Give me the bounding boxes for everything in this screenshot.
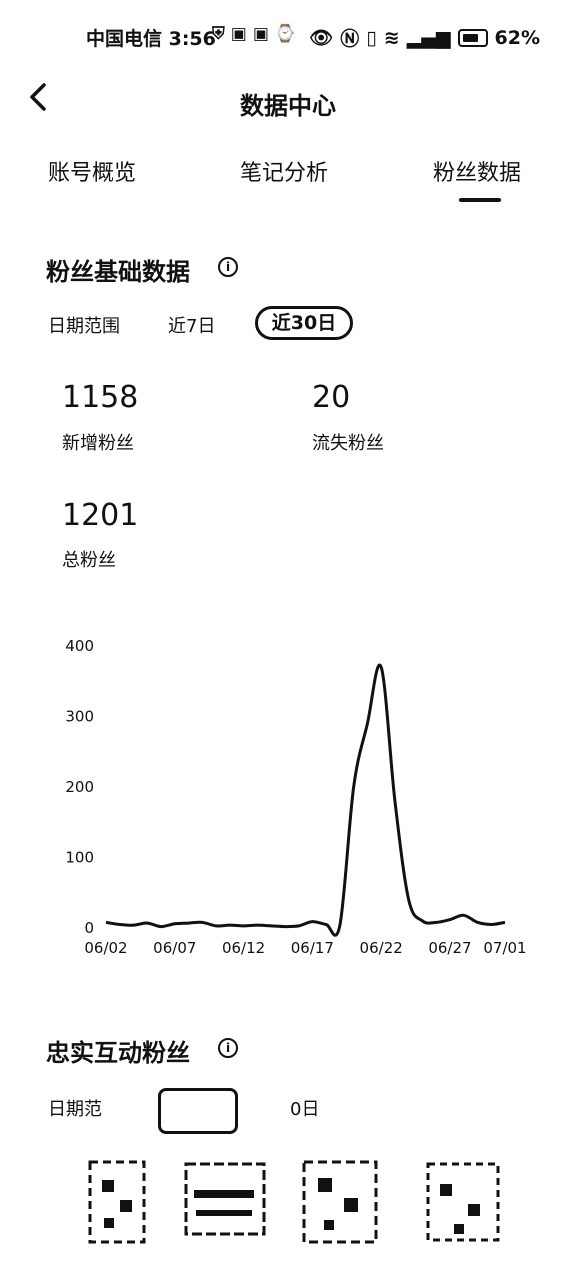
range-7-days[interactable]: 近7日 — [168, 316, 216, 337]
x-tick-label: 06/02 — [84, 939, 127, 957]
loyal-date-label: 日期范 — [48, 1099, 102, 1120]
notification-icon: ▣ — [252, 24, 269, 44]
y-tick-label: 0 — [84, 919, 94, 937]
clock-icon: ⌚ — [274, 24, 297, 44]
tab-fans-data[interactable]: 粉丝数据 — [433, 161, 522, 186]
x-tick-label: 06/17 — [291, 939, 334, 957]
battery-percent: 62% — [494, 26, 540, 49]
nfc-icon: Ⓝ — [340, 28, 360, 50]
page-title: 数据中心 — [240, 92, 336, 120]
loyal-range-label[interactable]: 0日 — [290, 1099, 320, 1120]
loyal-range-selected[interactable] — [158, 1088, 238, 1134]
new-fans-value: 1158 — [62, 380, 139, 415]
tab-account-overview[interactable]: 账号概览 — [48, 161, 137, 186]
loyal-fans-title: 忠实互动粉丝 — [46, 1039, 190, 1067]
info-icon[interactable]: i — [218, 257, 238, 277]
fans-basic-title: 粉丝基础数据 — [46, 258, 190, 286]
fans-line-chart: 0 100 200 300 400 06/02 06/07 06/12 06/17 06/22 06… — [65, 637, 526, 957]
carrier-time: 中国电信 3:56 — [86, 28, 216, 50]
shield-icon: ⛨ — [212, 24, 225, 44]
status-bar: 中国电信 3:56 ⛨ ▣ ▣ ⌚ 👁 Ⓝ ▯ ≋ ▂▄▆ 62% — [0, 22, 576, 54]
total-fans-label: 总粉丝 — [62, 550, 116, 571]
x-tick-label: 06/07 — [153, 939, 196, 957]
tab-note-analysis[interactable]: 笔记分析 — [240, 161, 329, 186]
y-tick-label: 300 — [65, 708, 94, 726]
y-tick-label: 100 — [65, 849, 94, 867]
chevron-left-icon — [30, 83, 46, 111]
lost-fans-label: 流失粉丝 — [312, 433, 384, 454]
signal-icon: ▂▄▆ — [406, 26, 451, 49]
x-tick-label: 06/27 — [428, 939, 471, 957]
x-tick-label: 07/01 — [483, 939, 526, 957]
new-fans-label: 新增粉丝 — [62, 433, 134, 454]
y-tick-label: 400 — [65, 637, 94, 655]
vibrate-icon: ▯ — [366, 26, 377, 49]
range-30-days[interactable]: 近30日 — [255, 306, 353, 340]
series-line — [105, 663, 506, 937]
info-icon[interactable]: i — [218, 1038, 238, 1058]
wifi-icon: ≋ — [383, 26, 400, 49]
notification-icon: ▣ — [230, 24, 247, 44]
y-tick-label: 200 — [65, 778, 94, 796]
total-fans-value: 1201 — [62, 498, 139, 533]
avatar[interactable] — [300, 1160, 380, 1256]
status-icons: ⛨ ▣ ▣ ⌚ — [212, 24, 296, 44]
avatar[interactable] — [84, 1160, 150, 1256]
x-tick-label: 06/22 — [360, 939, 403, 957]
tab-active-indicator — [459, 198, 501, 202]
lost-fans-value: 20 — [312, 380, 351, 415]
status-right: 👁 Ⓝ ▯ ≋ ▂▄▆ 62% — [309, 24, 540, 51]
x-tick-label: 06/12 — [222, 939, 265, 957]
back-button[interactable] — [28, 82, 48, 118]
battery-icon — [457, 28, 488, 47]
avatar[interactable] — [182, 1160, 268, 1256]
eye-icon: 👁 — [309, 27, 334, 49]
date-range-label: 日期范围 — [48, 316, 120, 337]
avatar[interactable] — [424, 1160, 504, 1256]
